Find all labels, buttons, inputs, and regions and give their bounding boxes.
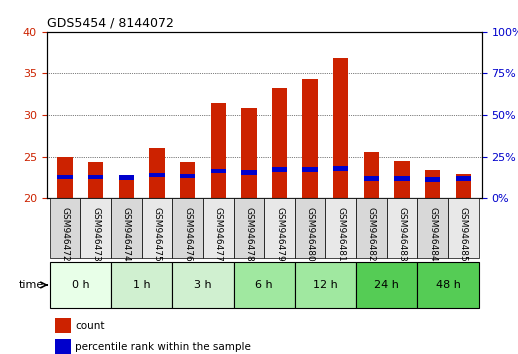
FancyBboxPatch shape — [387, 198, 418, 258]
Text: GSM946473: GSM946473 — [91, 207, 100, 262]
Text: time: time — [19, 280, 44, 290]
Bar — [180, 174, 195, 178]
Bar — [57, 175, 73, 179]
FancyBboxPatch shape — [264, 198, 295, 258]
FancyBboxPatch shape — [418, 262, 479, 308]
Bar — [272, 167, 287, 172]
FancyBboxPatch shape — [80, 198, 111, 258]
Text: 48 h: 48 h — [436, 280, 461, 290]
FancyBboxPatch shape — [111, 262, 172, 308]
Bar — [333, 166, 349, 171]
Text: GSM946485: GSM946485 — [459, 207, 468, 262]
Text: GSM946482: GSM946482 — [367, 207, 376, 262]
Text: GSM946476: GSM946476 — [183, 207, 192, 262]
FancyBboxPatch shape — [50, 198, 80, 258]
Text: count: count — [75, 320, 105, 331]
Bar — [180, 162, 195, 198]
Bar — [241, 108, 256, 198]
Text: 1 h: 1 h — [133, 280, 150, 290]
Bar — [88, 162, 103, 198]
Text: GSM946478: GSM946478 — [244, 207, 253, 262]
Bar — [364, 153, 379, 198]
FancyBboxPatch shape — [111, 198, 141, 258]
FancyBboxPatch shape — [325, 198, 356, 258]
Text: GSM946483: GSM946483 — [398, 207, 407, 262]
Bar — [55, 339, 70, 354]
FancyBboxPatch shape — [418, 198, 448, 258]
Text: 6 h: 6 h — [255, 280, 273, 290]
Text: 0 h: 0 h — [71, 280, 89, 290]
FancyBboxPatch shape — [356, 198, 387, 258]
Bar — [88, 175, 103, 179]
FancyBboxPatch shape — [234, 262, 295, 308]
Text: 12 h: 12 h — [313, 280, 338, 290]
Bar — [149, 148, 165, 198]
Text: 3 h: 3 h — [194, 280, 212, 290]
Bar — [364, 176, 379, 181]
FancyBboxPatch shape — [203, 198, 234, 258]
Text: GSM946481: GSM946481 — [336, 207, 346, 262]
FancyBboxPatch shape — [141, 198, 172, 258]
FancyBboxPatch shape — [172, 198, 203, 258]
Text: GSM946474: GSM946474 — [122, 207, 131, 262]
FancyBboxPatch shape — [234, 198, 264, 258]
Text: GSM946475: GSM946475 — [152, 207, 162, 262]
Bar — [55, 318, 70, 333]
Bar — [394, 161, 410, 198]
Bar — [119, 175, 134, 180]
Text: GSM946472: GSM946472 — [61, 207, 69, 262]
Bar — [119, 176, 134, 198]
Text: percentile rank within the sample: percentile rank within the sample — [75, 342, 251, 352]
Bar — [210, 169, 226, 173]
Bar — [394, 176, 410, 181]
Bar — [241, 170, 256, 175]
FancyBboxPatch shape — [172, 262, 234, 308]
FancyBboxPatch shape — [356, 262, 418, 308]
Text: GSM946477: GSM946477 — [214, 207, 223, 262]
Bar — [303, 79, 318, 198]
Text: GDS5454 / 8144072: GDS5454 / 8144072 — [47, 16, 174, 29]
Text: 24 h: 24 h — [375, 280, 399, 290]
Bar — [456, 176, 471, 181]
Bar — [149, 173, 165, 177]
Text: GSM946484: GSM946484 — [428, 207, 437, 262]
Text: GSM946480: GSM946480 — [306, 207, 314, 262]
Bar — [425, 177, 440, 182]
Bar — [57, 156, 73, 198]
Bar — [333, 58, 349, 198]
Bar — [303, 167, 318, 172]
FancyBboxPatch shape — [295, 198, 325, 258]
FancyBboxPatch shape — [295, 262, 356, 308]
FancyBboxPatch shape — [50, 262, 111, 308]
Bar — [272, 87, 287, 198]
Bar — [210, 103, 226, 198]
Bar — [456, 174, 471, 198]
FancyBboxPatch shape — [448, 198, 479, 258]
Text: GSM946479: GSM946479 — [275, 207, 284, 262]
Bar — [425, 170, 440, 198]
